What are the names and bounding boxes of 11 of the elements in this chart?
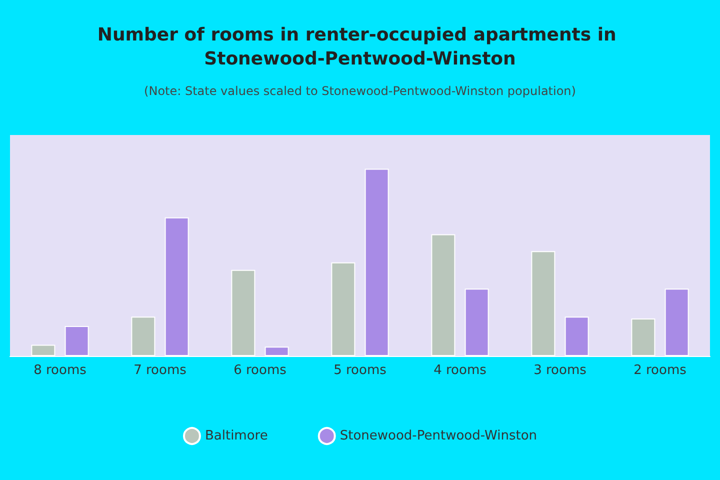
x-tick-label: 2 rooms: [634, 363, 687, 378]
x-tick-label: 7 rooms: [134, 363, 187, 378]
x-tick-label: 4 rooms: [434, 363, 487, 378]
x-tick-label: 8 rooms: [34, 363, 87, 378]
chart-subtitle: (Note: State values scaled to Stonewood-Pentwood-Winston population): [144, 84, 576, 98]
x-tick-label: 3 rooms: [534, 363, 587, 378]
legend-label: Baltimore: [204, 428, 268, 444]
x-tick-label: 5 rooms: [334, 363, 387, 378]
x-tick-label: 6 rooms: [234, 363, 287, 378]
legend-label: Stonewood-Pentwood-Winston: [340, 428, 538, 444]
chart-title: Number of rooms in renter-occupied apartments in Stonewood-Pentwood-Winston: [97, 24, 623, 70]
